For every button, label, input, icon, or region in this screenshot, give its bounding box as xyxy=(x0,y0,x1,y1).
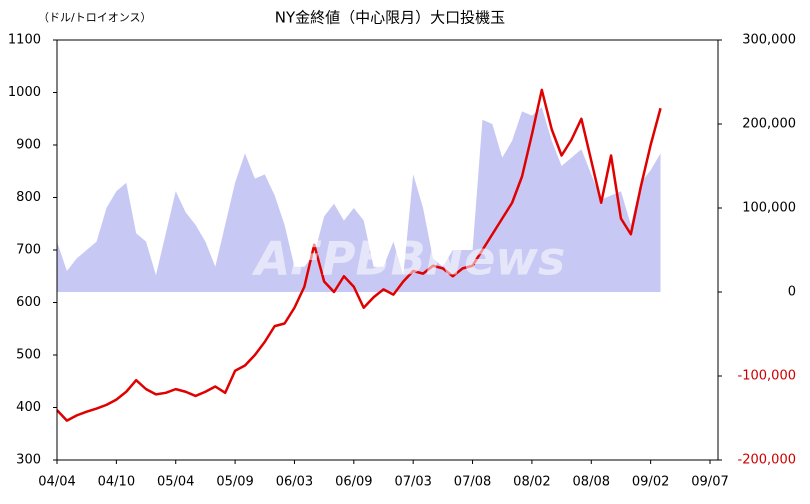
x-tick-label: 05/04 xyxy=(157,475,194,490)
x-tick-label: 05/09 xyxy=(216,475,253,490)
x-tick-label: 04/10 xyxy=(98,475,135,490)
x-tick-label: 06/03 xyxy=(276,475,313,490)
x-tick-label: 07/03 xyxy=(394,475,431,490)
y2-tick-label: -200,000 xyxy=(738,453,796,468)
y-tick-label: 900 xyxy=(16,138,41,153)
y-tick-label: 400 xyxy=(16,400,41,415)
y-tick-label: 1100 xyxy=(8,33,41,48)
y-tick-label: 300 xyxy=(16,453,41,468)
x-tick-label: 09/07 xyxy=(691,475,728,490)
x-tick-label: 08/02 xyxy=(513,475,550,490)
x-tick-label: 04/04 xyxy=(38,475,75,490)
x-tick-label: 09/02 xyxy=(632,475,669,490)
y2-tick-label: -100,000 xyxy=(738,369,796,384)
y-axis-unit: （ドル/トロイオンス） xyxy=(38,11,152,24)
y2-tick-label: 100,000 xyxy=(742,201,796,216)
x-tick-label: 08/08 xyxy=(573,475,610,490)
area xyxy=(57,107,661,292)
line xyxy=(56,88,662,422)
y2-tick-label: 200,000 xyxy=(742,117,796,132)
y2-tick-label: 0 xyxy=(788,285,796,300)
y-tick-label: 800 xyxy=(16,190,41,205)
y-tick-label: 1000 xyxy=(8,85,41,100)
x-tick-label: 07/08 xyxy=(454,475,491,490)
y-tick-label: 700 xyxy=(16,243,41,258)
chart-title: NY金終値（中心限月）大口投機玉 xyxy=(275,9,505,27)
x-tick-label: 06/09 xyxy=(335,475,372,490)
y2-tick-label: 300,000 xyxy=(742,33,796,48)
y-tick-label: 600 xyxy=(16,295,41,310)
y-tick-label: 500 xyxy=(16,348,41,363)
watermark: AFPBBNews xyxy=(252,232,565,286)
